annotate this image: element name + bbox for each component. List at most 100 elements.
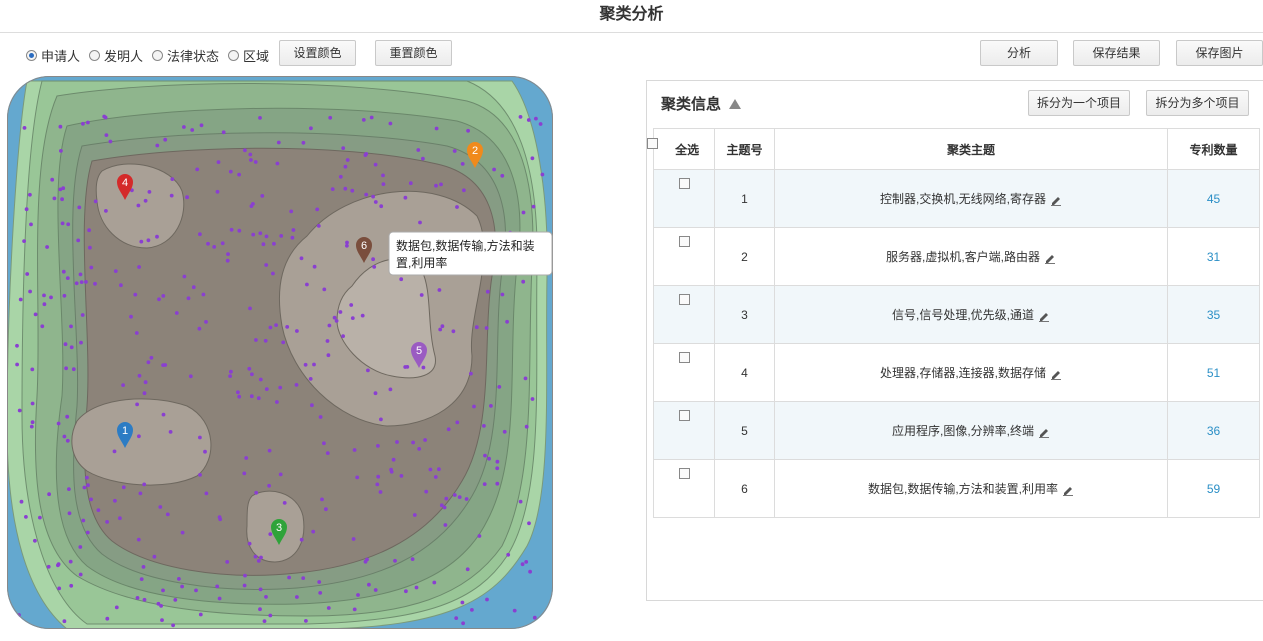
edit-pencil-icon[interactable]: [1038, 426, 1050, 438]
row-count[interactable]: 45: [1167, 169, 1260, 228]
patent-dot: [173, 598, 178, 602]
radio-applicant-indicator[interactable]: [26, 50, 37, 61]
patent-dot: [28, 289, 32, 294]
split-many-button[interactable]: 拆分为多个项目: [1146, 90, 1249, 116]
cluster-marker-4[interactable]: 4: [117, 174, 133, 200]
row-checkbox[interactable]: [678, 351, 690, 363]
select-all-checkbox[interactable]: [646, 137, 658, 149]
patent-dot: [253, 160, 258, 164]
patent-dot: [388, 387, 393, 392]
cluster-marker-5[interactable]: 5: [411, 342, 427, 368]
row-count[interactable]: 51: [1167, 343, 1260, 402]
map-pin-icon[interactable]: [467, 142, 483, 168]
patent-dot: [180, 530, 185, 535]
patent-dot: [143, 380, 148, 385]
edit-pencil-icon[interactable]: [1050, 368, 1062, 380]
analyze-button[interactable]: 分析: [980, 40, 1058, 66]
radio-region[interactable]: 区域: [228, 46, 269, 65]
patent-dot: [381, 173, 385, 178]
patent-dot: [237, 228, 242, 233]
map-pin-icon[interactable]: [356, 237, 372, 263]
row-checkbox[interactable]: [678, 467, 690, 479]
patent-dot: [472, 404, 476, 409]
map-pin-icon[interactable]: [117, 174, 133, 200]
set-color-button[interactable]: 设置颜色: [279, 40, 356, 66]
patent-dot: [221, 130, 226, 135]
edit-pencil-icon[interactable]: [1062, 484, 1074, 496]
save-image-button[interactable]: 保存图片: [1176, 40, 1263, 66]
patent-dot: [105, 616, 110, 621]
patent-dot: [142, 597, 147, 602]
patent-dot: [437, 288, 442, 292]
row-count[interactable]: 59: [1167, 459, 1260, 518]
patent-dot: [332, 315, 337, 320]
patent-dot: [146, 360, 151, 365]
patent-dot: [278, 385, 283, 390]
patent-dot: [59, 149, 63, 153]
cluster-marker-3[interactable]: 3: [271, 519, 287, 545]
split-one-button[interactable]: 拆分为一个项目: [1028, 90, 1130, 116]
row-count[interactable]: 36: [1167, 401, 1260, 460]
patent-dot: [190, 128, 195, 132]
patent-dot: [452, 493, 457, 497]
radio-legal-status-indicator[interactable]: [152, 50, 164, 61]
row-topic-no: 2: [714, 227, 775, 286]
patent-dot: [206, 241, 210, 246]
patent-dot: [260, 194, 265, 198]
radio-inventor[interactable]: 发明人: [89, 46, 143, 65]
patent-dot: [149, 355, 154, 360]
radio-inventor-indicator[interactable]: [89, 50, 101, 61]
table-row: 2 服务器,虚拟机,客户端,路由器 31: [653, 227, 1260, 286]
edit-pencil-icon[interactable]: [1050, 194, 1062, 206]
patent-dot: [237, 172, 242, 177]
row-count[interactable]: 31: [1167, 227, 1260, 286]
patent-dot: [195, 167, 200, 172]
patent-dot: [423, 438, 427, 442]
cluster-map[interactable]: 1 2 3 4 5 6 数据包,数据传输,方法和装 置,利用率: [7, 76, 553, 629]
edit-pencil-icon[interactable]: [1038, 310, 1050, 322]
patent-dot: [161, 294, 166, 298]
patent-dot: [379, 204, 384, 209]
row-checkbox[interactable]: [678, 235, 690, 247]
radio-applicant[interactable]: 申请人: [26, 46, 80, 65]
cluster-marker-6[interactable]: 6: [356, 237, 372, 263]
patent-dot: [226, 252, 230, 256]
row-checkbox[interactable]: [678, 409, 690, 421]
cluster-marker-2[interactable]: 2: [467, 142, 483, 168]
map-pin-icon[interactable]: [411, 342, 427, 368]
patent-dot: [161, 363, 166, 367]
map-pin-icon[interactable]: [117, 422, 133, 448]
patent-dot: [263, 338, 268, 343]
radio-legal-status[interactable]: 法律状态: [152, 46, 219, 65]
patent-dot: [62, 619, 67, 624]
patent-dot: [295, 595, 299, 599]
patent-dot: [121, 485, 126, 490]
row-checkbox[interactable]: [678, 293, 690, 305]
patent-dot: [56, 421, 61, 426]
reset-color-button[interactable]: 重置颜色: [375, 40, 452, 66]
patent-dot: [86, 483, 90, 488]
patent-dots: [15, 114, 545, 628]
patent-dot: [360, 313, 365, 318]
patent-dot: [361, 118, 366, 122]
edit-pencil-icon[interactable]: [1044, 252, 1056, 264]
patent-dot: [38, 515, 42, 520]
save-result-button[interactable]: 保存结果: [1073, 40, 1160, 66]
patent-dot: [71, 367, 76, 372]
radio-region-indicator[interactable]: [228, 50, 240, 61]
select-all-label: 全选: [675, 142, 700, 157]
map-pin-icon[interactable]: [271, 519, 287, 545]
patent-dot: [147, 190, 152, 194]
patent-dot: [18, 297, 23, 302]
patent-dot: [330, 187, 335, 191]
patent-dot: [381, 182, 386, 186]
patent-dot: [68, 559, 73, 564]
collapse-arrow-icon[interactable]: [729, 98, 742, 109]
patent-dot: [371, 257, 375, 262]
cluster-marker-1[interactable]: 1: [117, 422, 133, 448]
patent-dot: [268, 532, 273, 536]
row-checkbox[interactable]: [678, 177, 690, 189]
row-count[interactable]: 35: [1167, 285, 1260, 344]
row-topic-cell: 处理器,存储器,连接器,数据存储: [774, 343, 1168, 402]
patent-dot: [118, 516, 122, 521]
